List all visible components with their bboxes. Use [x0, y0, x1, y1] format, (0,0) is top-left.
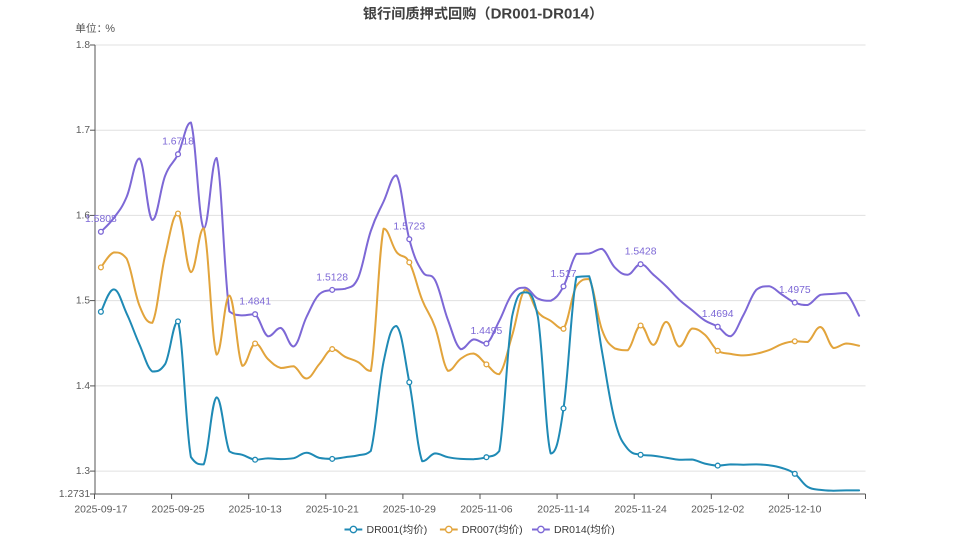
svg-text:2025-10-29: 2025-10-29 [383, 505, 436, 516]
svg-text:2025-11-24: 2025-11-24 [614, 505, 667, 516]
svg-text:1.4495: 1.4495 [471, 326, 503, 337]
svg-text:): ) [611, 524, 615, 536]
svg-text:DR001(: DR001( [367, 524, 404, 536]
svg-text:2025-11-06: 2025-11-06 [460, 505, 513, 516]
svg-text:1.5808: 1.5808 [85, 214, 117, 225]
svg-text:2025-11-14: 2025-11-14 [537, 505, 590, 516]
svg-text:1.6: 1.6 [76, 210, 90, 221]
svg-text:2025-09-17: 2025-09-17 [74, 505, 127, 516]
svg-text:%: % [105, 23, 115, 35]
svg-text:1.5: 1.5 [76, 296, 90, 307]
svg-text:1.3: 1.3 [76, 466, 90, 477]
svg-text:2025-09-25: 2025-09-25 [151, 505, 204, 516]
svg-text:2025-10-13: 2025-10-13 [229, 505, 282, 516]
svg-text:1.7: 1.7 [76, 125, 90, 136]
svg-text:2025-12-10: 2025-12-10 [768, 505, 821, 516]
svg-text:1.4841: 1.4841 [239, 297, 271, 308]
svg-text:1.5128: 1.5128 [316, 272, 348, 283]
svg-text:1.6718: 1.6718 [162, 137, 194, 148]
svg-text:DR001-DR014: DR001-DR014 [491, 6, 590, 23]
svg-text:2025-12-02: 2025-12-02 [691, 505, 744, 516]
svg-text:1.517: 1.517 [550, 269, 576, 280]
svg-text:): ) [424, 524, 428, 536]
svg-text:1.5723: 1.5723 [393, 222, 425, 233]
svg-text:2025-10-21: 2025-10-21 [306, 505, 359, 516]
svg-text:1.8: 1.8 [76, 40, 90, 51]
svg-text:DR014(: DR014( [554, 524, 591, 536]
svg-text:1.4975: 1.4975 [779, 285, 811, 296]
svg-text:DR007(: DR007( [462, 524, 499, 536]
svg-text:1.2731: 1.2731 [59, 489, 90, 500]
svg-text:): ) [519, 524, 523, 536]
svg-text:1.4694: 1.4694 [702, 309, 734, 320]
svg-text:1.5428: 1.5428 [625, 247, 657, 258]
svg-text:1.4: 1.4 [76, 381, 90, 392]
